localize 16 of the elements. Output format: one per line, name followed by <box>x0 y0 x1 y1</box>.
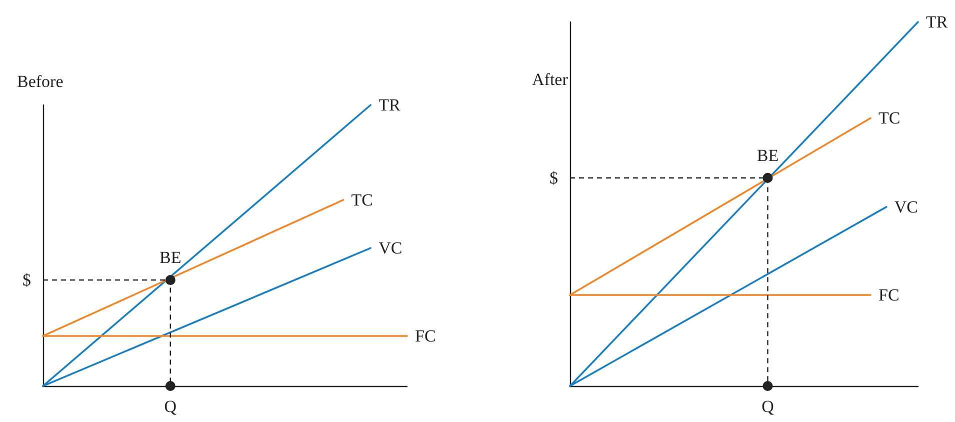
chart-title: Before <box>17 72 64 91</box>
text: $ <box>550 168 558 188</box>
series-label: VC <box>378 238 402 258</box>
series-label: TC <box>351 190 374 210</box>
series-label: FC <box>878 286 900 304</box>
text: After <box>532 70 568 89</box>
series-label: VC <box>894 197 918 216</box>
series-label: TC <box>878 108 900 128</box>
text: Q <box>164 397 177 416</box>
series-label: TR <box>378 96 401 114</box>
text: $ <box>22 270 31 290</box>
series-label: FC <box>415 326 436 346</box>
annotation: BE <box>756 146 779 165</box>
text: Q <box>762 397 774 416</box>
series-label: TR <box>926 12 948 32</box>
annotation: BE <box>160 248 182 268</box>
